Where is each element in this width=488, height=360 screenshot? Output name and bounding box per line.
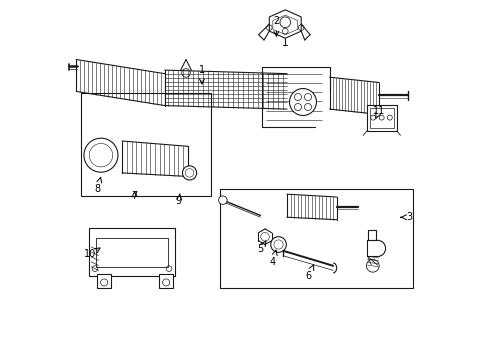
Circle shape — [294, 94, 301, 100]
Bar — [219, 189, 412, 288]
Bar — [369, 108, 393, 127]
Circle shape — [84, 138, 118, 172]
Bar — [81, 93, 210, 196]
Text: 10: 10 — [84, 248, 100, 260]
Bar — [88, 228, 175, 276]
Circle shape — [304, 94, 311, 100]
Bar — [159, 274, 173, 288]
Circle shape — [101, 279, 107, 286]
Circle shape — [294, 103, 301, 111]
Text: 2: 2 — [273, 15, 279, 36]
Text: 3: 3 — [400, 212, 411, 222]
Text: 4: 4 — [269, 250, 277, 266]
Bar — [366, 104, 396, 131]
Text: 1: 1 — [199, 65, 204, 84]
Text: 9: 9 — [176, 193, 182, 206]
Circle shape — [289, 89, 316, 116]
Text: 5: 5 — [257, 241, 265, 254]
Circle shape — [304, 103, 311, 111]
Text: 6: 6 — [305, 265, 313, 281]
Bar — [97, 274, 111, 288]
Circle shape — [370, 115, 375, 120]
Circle shape — [182, 166, 196, 180]
Circle shape — [270, 237, 286, 252]
Circle shape — [163, 279, 169, 286]
Circle shape — [386, 115, 391, 120]
Circle shape — [218, 196, 226, 204]
Text: 11: 11 — [372, 106, 385, 119]
Bar — [96, 238, 168, 267]
Bar — [367, 230, 375, 240]
Circle shape — [378, 115, 384, 120]
Text: 8: 8 — [94, 177, 102, 194]
Text: 7: 7 — [131, 191, 138, 201]
